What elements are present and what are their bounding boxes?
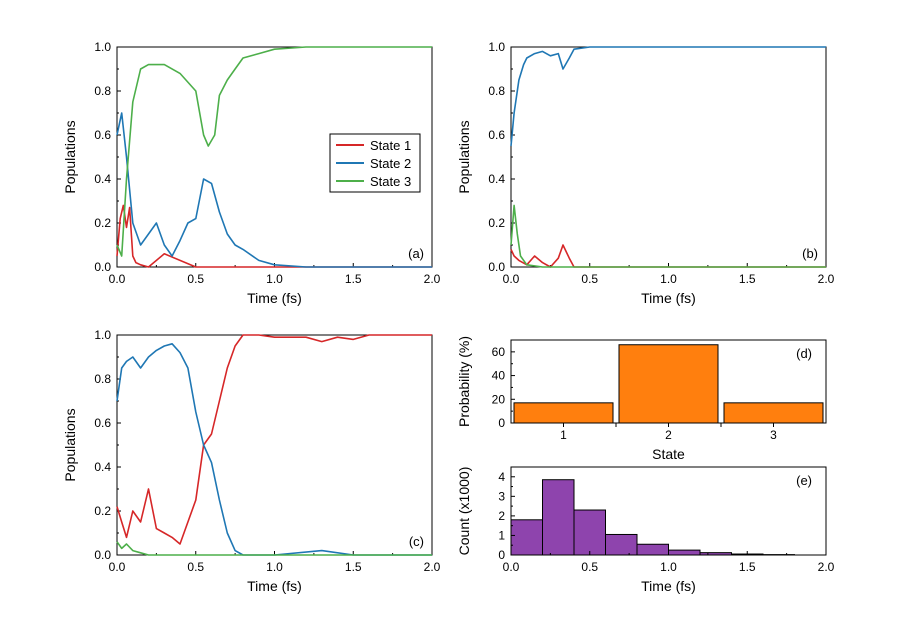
- histogram-bar: [573, 509, 606, 556]
- x-axis-label: Time (fs): [247, 578, 302, 594]
- y-tick-label: 0.6: [94, 416, 111, 430]
- x-tick-label: 1.0: [660, 560, 677, 574]
- panel-b-frame: [510, 46, 827, 268]
- x-tick-label: 1: [560, 428, 567, 442]
- y-tick-label: 1.0: [488, 40, 505, 54]
- y-tick-label: 0.0: [94, 548, 111, 562]
- series-line-1: [116, 204, 432, 268]
- y-tick-label: 3: [498, 489, 505, 503]
- y-tick-label: 60: [492, 345, 506, 359]
- x-tick-label: 1.5: [345, 560, 362, 574]
- panel-label: (d): [796, 346, 812, 361]
- panel-b-axes: 0.0 0.5 1.0 1.5 2.0 0.0 0.2 0.4 0.6 0.8 1.0 Time (f…: [456, 40, 835, 306]
- histogram-bar: [542, 479, 575, 556]
- legend-entry: State 3: [370, 174, 411, 189]
- y-tick-label: 0.2: [94, 504, 111, 518]
- x-tick-label: 0.5: [581, 272, 598, 286]
- y-axis-label: Populations: [62, 120, 78, 193]
- series-line-1: [116, 334, 432, 545]
- y-tick-label: 0.2: [94, 216, 111, 230]
- y-tick-label: 0.6: [488, 128, 505, 142]
- x-tick-label: 2.0: [818, 272, 835, 286]
- panel-label: (e): [796, 473, 812, 488]
- y-tick-label: 4: [498, 470, 505, 484]
- y-axis-label: Probability (%): [456, 336, 472, 427]
- x-tick-label: 0.0: [503, 272, 520, 286]
- panel-label: (c): [409, 534, 424, 549]
- y-tick-label: 40: [492, 369, 506, 383]
- x-tick-label: 3: [770, 428, 777, 442]
- x-tick-label: 0.0: [109, 272, 126, 286]
- bar: [513, 402, 614, 424]
- y-tick-label: 1: [498, 528, 505, 542]
- x-axis-label: Time (fs): [641, 290, 696, 306]
- y-axis-label: Count (x1000): [456, 467, 472, 556]
- x-tick-label: 0.5: [187, 272, 204, 286]
- y-tick-label: 0.2: [488, 216, 505, 230]
- x-axis-label: Time (fs): [641, 578, 696, 594]
- histogram-bar: [699, 552, 732, 556]
- series-line-2: [510, 46, 826, 147]
- y-axis-label: Populations: [62, 408, 78, 481]
- x-tick-label: 2.0: [424, 560, 441, 574]
- x-tick-label: 0.0: [503, 560, 520, 574]
- y-tick-label: 0.4: [94, 172, 111, 186]
- series-line-2: [116, 112, 432, 268]
- x-tick-label: 1.0: [266, 272, 283, 286]
- x-tick-label: 0.5: [187, 560, 204, 574]
- panel-e-axes: 0.0 0.5 1.0 1.5 2.0 0 1 2 3 4 Time (fs) Count (x100…: [456, 466, 835, 594]
- x-tick-label: 2.0: [818, 560, 835, 574]
- panel-d-axes: 1 2 3 0 20 40 60 State Probability (%) (d): [456, 336, 827, 462]
- y-tick-label: 0.6: [94, 128, 111, 142]
- x-axis-label: Time (fs): [247, 290, 302, 306]
- series-line-2: [116, 342, 432, 556]
- y-tick-label: 0: [498, 416, 505, 430]
- y-tick-label: 20: [492, 392, 506, 406]
- y-tick-label: 0.4: [488, 172, 505, 186]
- y-tick-label: 0: [498, 548, 505, 562]
- series-line-3: [116, 541, 432, 556]
- panel-a-axes: 0.0 0.5 1.0 1.5 2.0 0.0 0.2 0.4 0.6 0.8 1.0 Time (f…: [62, 40, 441, 306]
- histogram-bar: [636, 543, 669, 556]
- y-tick-label: 0.8: [94, 84, 111, 98]
- series-line-3: [116, 46, 432, 257]
- x-tick-label: 2.0: [424, 272, 441, 286]
- y-tick-label: 1.0: [94, 40, 111, 54]
- y-tick-label: 0.0: [94, 260, 111, 274]
- x-axis-label: State: [652, 446, 685, 462]
- y-tick-label: 2: [498, 509, 505, 523]
- x-tick-label: 0.0: [109, 560, 126, 574]
- y-axis-label: Populations: [456, 120, 472, 193]
- x-tick-label: 1.0: [266, 560, 283, 574]
- x-tick-label: 1.5: [739, 272, 756, 286]
- x-tick-label: 2: [665, 428, 672, 442]
- panel-label: (b): [802, 246, 818, 261]
- legend: State 1 State 2 State 3: [329, 133, 421, 193]
- legend-entry: State 2: [370, 156, 411, 171]
- y-tick-label: 0.8: [488, 84, 505, 98]
- y-tick-label: 1.0: [94, 328, 111, 342]
- y-tick-label: 0.8: [94, 372, 111, 386]
- series-line-1: [510, 244, 826, 268]
- y-tick-label: 0.4: [94, 460, 111, 474]
- bar: [723, 402, 824, 424]
- x-tick-label: 0.5: [581, 560, 598, 574]
- series-line-3: [510, 204, 826, 268]
- bar: [618, 344, 719, 424]
- y-tick-label: 0.0: [488, 260, 505, 274]
- x-tick-label: 1.5: [345, 272, 362, 286]
- legend-entry: State 1: [370, 138, 411, 153]
- histogram-bar: [668, 549, 701, 556]
- panel-c-frame: [116, 334, 433, 556]
- histogram-bar: [510, 519, 543, 556]
- x-tick-label: 1.5: [739, 560, 756, 574]
- histogram-bar: [605, 533, 638, 556]
- x-tick-label: 1.0: [660, 272, 677, 286]
- panel-c-axes: 0.0 0.5 1.0 1.5 2.0 0.0 0.2 0.4 0.6 0.8 1.0 Time (f…: [62, 328, 441, 594]
- panel-label: (a): [408, 246, 424, 261]
